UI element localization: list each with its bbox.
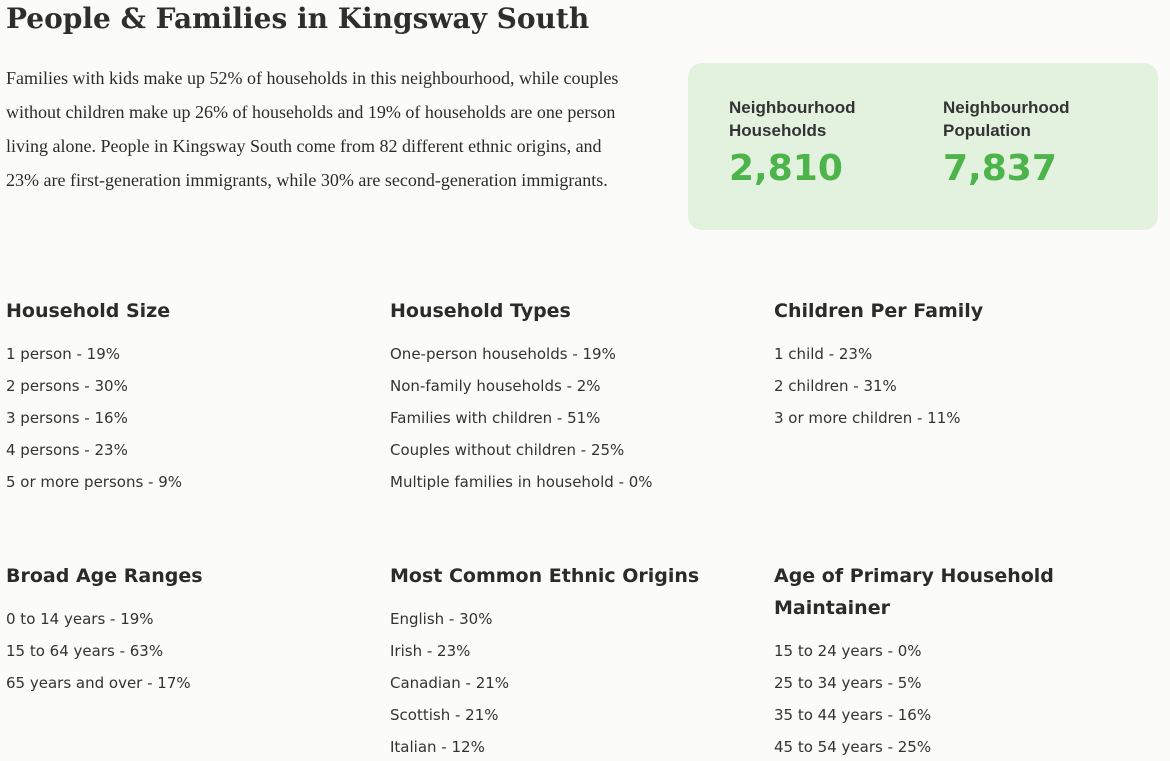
list-item: Scottish - 21% (390, 706, 499, 724)
ethnic-origins-section: Most Common Ethnic Origins English - 30%… (390, 560, 760, 761)
stat-list: One-person households - 19% Non-family h… (390, 338, 760, 498)
household-types-section: Household Types One-person households - … (390, 295, 760, 498)
list-item: Multiple families in household - 0% (390, 473, 653, 491)
list-item: 15 to 24 years - 0% (774, 642, 922, 660)
list-item: Italian - 12% (390, 738, 485, 756)
list-item: Couples without children - 25% (390, 441, 625, 459)
neighbourhood-stats-card: Neighbourhood Households 2,810 Neighbour… (688, 63, 1158, 230)
list-item: 0 to 14 years - 19% (6, 610, 154, 628)
list-item: 1 person - 19% (6, 345, 121, 363)
list-item: 3 persons - 16% (6, 409, 128, 427)
list-item: 4 persons - 23% (6, 441, 128, 459)
section-title: Household Size (6, 300, 171, 322)
list-item: 15 to 64 years - 63% (6, 642, 164, 660)
list-item: Non-family households - 2% (390, 377, 601, 395)
list-item: 5 or more persons - 9% (6, 473, 183, 491)
children-per-family-section: Children Per Family 1 child - 23% 2 chil… (774, 295, 1144, 434)
list-item: Families with children - 51% (390, 409, 601, 427)
household-size-section: Household Size 1 person - 19% 2 persons … (6, 295, 376, 498)
list-item: 45 to 54 years - 25% (774, 738, 932, 756)
broad-age-ranges-section: Broad Age Ranges 0 to 14 years - 19% 15 … (6, 560, 376, 699)
households-stat: Neighbourhood Households 2,810 (729, 96, 929, 192)
list-item: 65 years and over - 17% (6, 674, 191, 692)
population-label: Neighbourhood Population (943, 98, 1070, 140)
households-value: 2,810 (729, 148, 843, 189)
stat-list: English - 30% Irish - 23% Canadian - 21%… (390, 603, 760, 761)
population-value: 7,837 (943, 148, 1057, 189)
list-item: Irish - 23% (390, 642, 471, 660)
section-title: Children Per Family (774, 300, 984, 322)
list-item: 25 to 34 years - 5% (774, 674, 922, 692)
intro-paragraph: Families with kids make up 52% of househ… (6, 68, 619, 190)
list-item: Canadian - 21% (390, 674, 510, 692)
section-title: Broad Age Ranges (6, 565, 203, 587)
section-title: Age of Primary Household Maintainer (774, 565, 1054, 619)
list-item: 3 or more children - 11% (774, 409, 961, 427)
list-item: English - 30% (390, 610, 493, 628)
households-label: Neighbourhood Households (729, 98, 856, 140)
list-item: 1 child - 23% (774, 345, 873, 363)
stat-list: 0 to 14 years - 19% 15 to 64 years - 63%… (6, 603, 376, 699)
household-maintainer-age-section: Age of Primary Household Maintainer 15 t… (774, 560, 1074, 761)
section-title: Most Common Ethnic Origins (390, 565, 700, 587)
page-title: People & Families in Kingsway South (6, 2, 590, 35)
population-stat: Neighbourhood Population 7,837 (943, 96, 1143, 192)
list-item: 2 persons - 30% (6, 377, 128, 395)
stat-list: 15 to 24 years - 0% 25 to 34 years - 5% … (774, 635, 1074, 761)
list-item: One-person households - 19% (390, 345, 616, 363)
section-title: Household Types (390, 300, 571, 322)
stat-list: 1 child - 23% 2 children - 31% 3 or more… (774, 338, 1144, 434)
list-item: 2 children - 31% (774, 377, 897, 395)
stat-list: 1 person - 19% 2 persons - 30% 3 persons… (6, 338, 376, 498)
list-item: 35 to 44 years - 16% (774, 706, 932, 724)
